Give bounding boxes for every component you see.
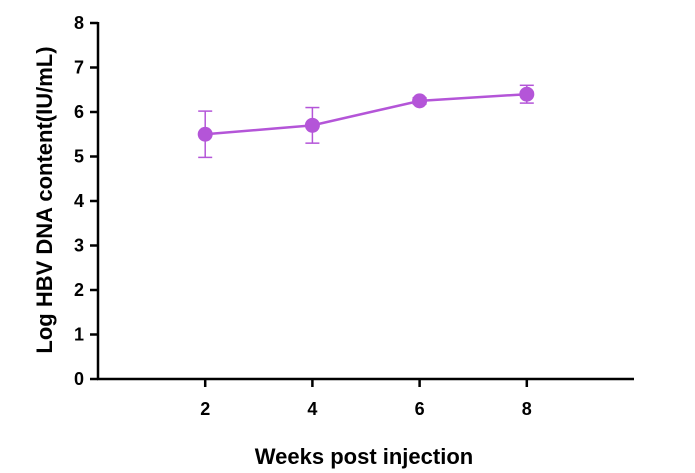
y-tick-label: 8 xyxy=(74,13,84,33)
axes xyxy=(96,22,634,381)
y-tick-label: 5 xyxy=(74,147,84,167)
x-tick-label: 8 xyxy=(522,399,532,419)
data-point xyxy=(304,117,320,133)
series-line xyxy=(205,92,527,136)
y-axis-title: Log HBV DNA content(IU/mL) xyxy=(32,46,57,353)
data-point xyxy=(197,126,213,142)
y-tick-label: 2 xyxy=(74,280,84,300)
data-point xyxy=(519,86,535,102)
x-axis-ticks: 2 4 6 8 xyxy=(200,379,532,419)
y-tick-label: 3 xyxy=(74,236,84,256)
y-tick-label: 1 xyxy=(74,325,84,345)
x-tick-label: 4 xyxy=(307,399,317,419)
y-tick-label: 4 xyxy=(74,191,84,211)
y-axis-ticks: 0 1 2 3 4 5 6 7 8 xyxy=(74,13,98,389)
x-tick-label: 6 xyxy=(415,399,425,419)
y-tick-label: 6 xyxy=(74,102,84,122)
data-point xyxy=(412,93,428,109)
y-tick-label: 7 xyxy=(74,58,84,78)
data-series xyxy=(197,84,535,159)
y-tick-label: 0 xyxy=(74,369,84,389)
x-tick-label: 2 xyxy=(200,399,210,419)
x-axis-title: Weeks post injection xyxy=(255,444,473,469)
